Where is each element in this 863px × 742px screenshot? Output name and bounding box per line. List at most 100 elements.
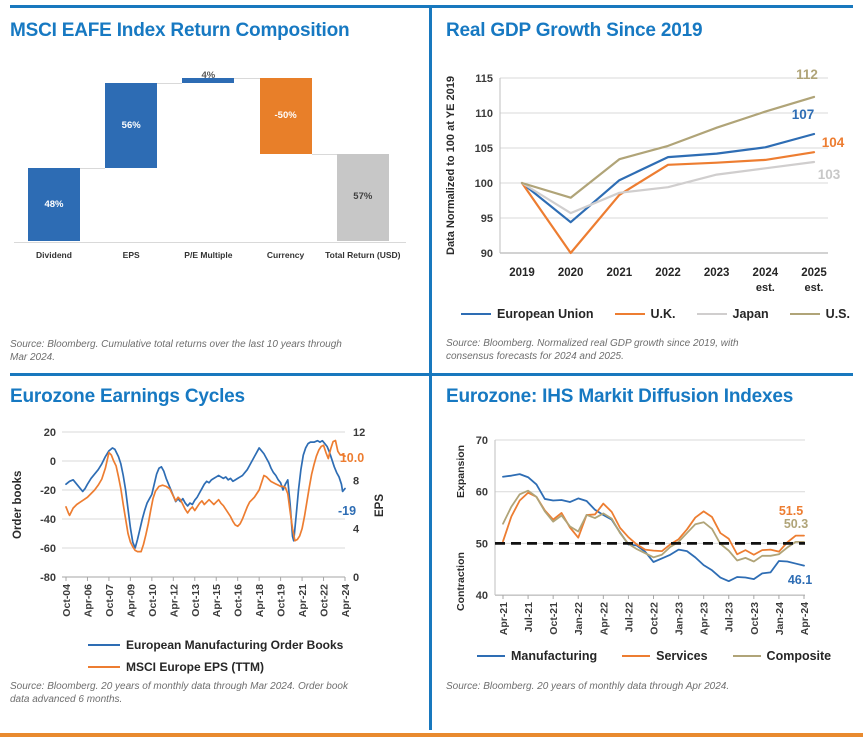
- x-axis-tick-label: Apr-21: [297, 584, 309, 617]
- x-axis-tick-label: Oct-22: [319, 584, 331, 617]
- x-axis-category-label: Currency: [266, 250, 305, 260]
- x-axis-tick-label: Oct-19: [276, 584, 288, 617]
- left-axis-tick-label: -80: [40, 572, 56, 584]
- pmi-contraction-label: Contraction: [455, 552, 467, 612]
- gdp-legend: European Union U.K. Japan U.S.: [461, 307, 850, 321]
- legend-line-swatch: [88, 665, 120, 669]
- gdp-end-label-uk: 104: [821, 135, 845, 150]
- x-axis-tick-label: Jan-22: [573, 602, 585, 635]
- right-axis-tick-label: 4: [353, 524, 360, 536]
- x-axis-tick-label: Apr-22: [598, 602, 610, 635]
- waterfall-connector: [234, 77, 260, 79]
- waterfall-connector: [80, 168, 106, 170]
- pmi-line-chart: 70 60 50 40 Apr-21 Jul-21 Oct-21 Jan-22 Apr-22 Ju…: [476, 435, 811, 635]
- source-note: Source: Bloomberg. 20 years of monthly d…: [446, 681, 730, 692]
- x-axis-tick-label: Oct-13: [190, 584, 202, 617]
- y-axis-tick-label: 50: [476, 538, 488, 550]
- x-axis-tick-label: Apr-06: [82, 584, 94, 617]
- x-axis-tick-label: Jul-23: [724, 602, 736, 633]
- earnings-legend-row-1: European Manufacturing Order Books: [88, 638, 343, 652]
- legend-item-uk: U.K.: [614, 307, 676, 321]
- y-axis-tick-label: 60: [476, 487, 488, 499]
- page-title: Real GDP Growth Since 2019: [446, 20, 703, 41]
- legend-item-services: Services: [622, 649, 708, 663]
- source-note: Source: Bloomberg. Normalized real GDP g…: [446, 338, 739, 362]
- page-title: Eurozone: IHS Markit Diffusion Indexes: [446, 386, 794, 407]
- gdp-y-axis-title: Data Normalized to 100 at YE 2019: [445, 76, 457, 256]
- waterfall-bar-dividend: [28, 168, 80, 241]
- x-axis-tick-label: Oct-07: [104, 584, 116, 617]
- waterfall-connector: [311, 153, 337, 155]
- x-axis-tick-label: 2021: [607, 267, 633, 279]
- bar-value-label: 56%: [121, 119, 141, 131]
- legend-line-swatch: [461, 312, 491, 316]
- x-axis-tick-sublabel: est.: [756, 282, 775, 294]
- left-axis-tick-label: -40: [40, 514, 56, 526]
- waterfall-x-axis: [14, 242, 406, 243]
- legend-item-european-union: European Union: [461, 307, 594, 321]
- pmi-legend: Manufacturing Services Composite: [477, 649, 831, 663]
- x-axis-tick-label: Jul-22: [623, 602, 635, 633]
- legend-item-msci-eps: MSCI Europe EPS (TTM): [88, 660, 264, 674]
- right-axis-tick-label: 8: [353, 475, 359, 487]
- panel-msci-eafe-waterfall: MSCI EAFE Index Return Composition 48% Di…: [10, 10, 430, 373]
- x-axis-tick-label: Apr-15: [211, 584, 223, 617]
- x-axis-tick-label: Jan-23: [674, 602, 686, 635]
- source-note: Source: Bloomberg. 20 years of monthly d…: [10, 681, 348, 705]
- x-axis-tick-label: 2020: [558, 267, 584, 279]
- x-axis-tick-label: Apr-24: [340, 584, 352, 617]
- x-axis-category-label: P/E Multiple: [184, 250, 233, 260]
- x-axis-tick-label: Apr-23: [699, 602, 711, 635]
- earnings-left-axis-title: Order books: [12, 470, 24, 540]
- x-axis-tick-label: Oct-16: [233, 584, 245, 617]
- earnings-dual-axis-chart: 20 0 -20 -40 -60 -80 12 8 4 0 Oct-04 Apr-06 Oct-07 Ap…: [40, 427, 365, 617]
- series-line-u-s-: [520, 95, 816, 199]
- x-axis-category-label: EPS: [122, 250, 140, 260]
- x-axis-tick-label: Apr-24: [799, 602, 811, 635]
- waterfall-connector: [157, 83, 183, 85]
- bar-value-label: -50%: [274, 109, 297, 121]
- x-axis-tick-label: Jan-24: [774, 602, 786, 635]
- earnings-orderbook-annotation: -19: [337, 504, 357, 518]
- earnings-right-axis-title: EPS: [374, 493, 386, 517]
- earnings-eps-annotation: 10.0: [339, 451, 365, 465]
- gdp-end-label-japan: 103: [817, 167, 841, 182]
- series-line-u-k-: [520, 151, 816, 255]
- x-axis-tick-label: 2019: [509, 267, 535, 279]
- legend-line-swatch: [88, 643, 120, 647]
- right-axis-tick-label: 12: [353, 427, 365, 439]
- x-axis-tick-label: 2023: [704, 267, 730, 279]
- x-axis-tick-label: 2025: [801, 267, 827, 279]
- bar-value-label: 4%: [201, 69, 216, 81]
- y-axis-tick-label: 105: [475, 143, 493, 155]
- x-axis-tick-label: Apr-21: [498, 602, 510, 635]
- series-line-manufacturing: [502, 473, 805, 583]
- legend-line-swatch: [789, 312, 820, 316]
- legend-item-composite: Composite: [732, 649, 831, 663]
- bar-value-label: 48%: [44, 198, 64, 210]
- series-line-msci-europe-eps-ttm-: [65, 439, 346, 553]
- y-axis-tick-label: 100: [475, 178, 493, 190]
- legend-line-swatch: [614, 312, 645, 316]
- left-axis-tick-label: 0: [50, 456, 56, 468]
- y-axis-tick-label: 115: [475, 73, 493, 85]
- panel-real-gdp-growth: Real GDP Growth Since 2019 115 110 105 100 9…: [433, 10, 861, 373]
- legend-item-japan: Japan: [696, 307, 769, 321]
- waterfall-bar-p-e-multiple: [182, 77, 235, 84]
- x-axis-tick-sublabel: est.: [805, 282, 824, 294]
- series-line-composite: [502, 489, 805, 563]
- bar-value-label: 57%: [353, 191, 373, 203]
- earnings-legend-row-2: MSCI Europe EPS (TTM): [88, 660, 264, 674]
- pmi-end-label-manufacturing: 46.1: [787, 573, 813, 587]
- pmi-expansion-label: Expansion: [455, 444, 467, 498]
- y-axis-tick-label: 110: [475, 108, 493, 120]
- bottom-rule: [0, 733, 863, 737]
- x-axis-tick-label: Oct-23: [749, 602, 761, 635]
- gdp-end-label-us: 112: [796, 67, 818, 82]
- y-axis-tick-label: 40: [476, 590, 488, 602]
- y-axis-tick-label: 95: [481, 213, 493, 225]
- legend-line-swatch: [622, 654, 651, 658]
- top-rule: [10, 5, 853, 8]
- y-axis-tick-label: 90: [481, 248, 493, 260]
